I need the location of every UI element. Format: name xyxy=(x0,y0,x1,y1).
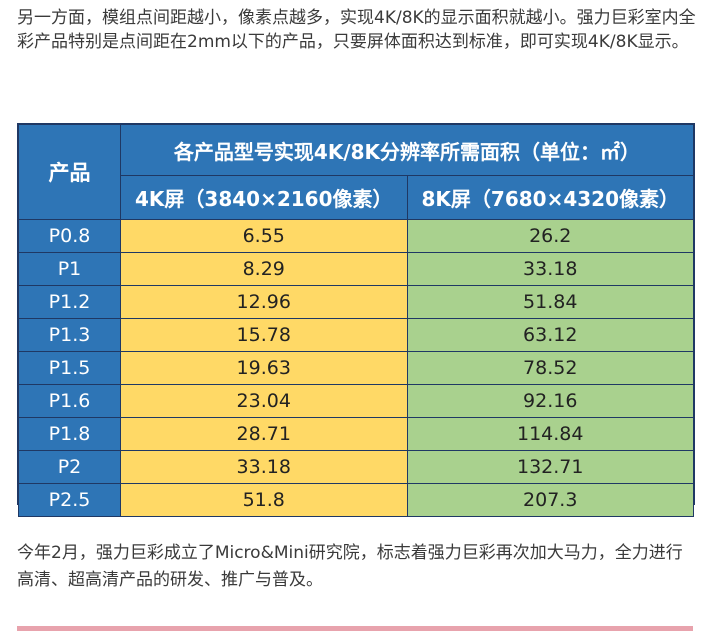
outro-paragraph: 今年2月，强力巨彩成立了Micro&Mini研究院，标志着强力巨彩再次加大马力，… xyxy=(17,543,683,590)
area-8k-cell: 26.2 xyxy=(406,219,694,253)
table-body: P0.8 6.55 26.2 P1 8.29 33.18 P1.2 12.96 51.84 P1.… xyxy=(18,219,694,517)
area-8k-cell: 92.16 xyxy=(406,384,694,418)
area-8k-cell: 33.18 xyxy=(406,252,694,286)
table-row: P1 8.29 33.18 xyxy=(18,252,694,286)
area-4k-cell: 19.63 xyxy=(120,351,408,385)
product-cell: P2.5 xyxy=(18,483,121,517)
product-cell: P1.8 xyxy=(18,417,121,451)
table-row: P1.3 15.78 63.12 xyxy=(18,318,694,352)
area-8k-cell: 63.12 xyxy=(406,318,694,352)
area-8k-cell: 114.84 xyxy=(406,417,694,451)
product-cell: P1.3 xyxy=(18,318,121,352)
area-4k-cell: 23.04 xyxy=(120,384,408,418)
table-row: P2 33.18 132.71 xyxy=(18,450,694,484)
area-4k-cell: 51.8 xyxy=(120,483,408,517)
intro-paragraph: 另一方面，模组点间距越小，像素点越多，实现4K/8K的显示面积就越小。强力巨彩室… xyxy=(17,8,696,52)
area-8k-cell: 132.71 xyxy=(406,450,694,484)
group-header: 各产品型号实现4K/8K分辨率所需面积（单位：㎡） xyxy=(120,124,694,176)
area-4k-cell: 33.18 xyxy=(120,450,408,484)
area-4k-cell: 15.78 xyxy=(120,318,408,352)
area-4k-cell: 28.71 xyxy=(120,417,408,451)
area-4k-cell: 12.96 xyxy=(120,285,408,319)
table-row: P1.2 12.96 51.84 xyxy=(18,285,694,319)
product-cell: P1 xyxy=(18,252,121,286)
product-cell: P2 xyxy=(18,450,121,484)
table-row: P1.5 19.63 78.52 xyxy=(18,351,694,385)
product-cell: P0.8 xyxy=(18,219,121,253)
col-8k-header: 8K屏（7680×4320像素） xyxy=(406,175,694,220)
product-header: 产品 xyxy=(18,124,121,220)
table-row: P1.6 23.04 92.16 xyxy=(18,384,694,418)
area-table: 产品 各产品型号实现4K/8K分辨率所需面积（单位：㎡） 4K屏（3840×21… xyxy=(17,123,695,517)
table-row: P2.5 51.8 207.3 xyxy=(18,483,694,517)
area-8k-cell: 207.3 xyxy=(406,483,694,517)
col-4k-header: 4K屏（3840×2160像素） xyxy=(120,175,408,220)
product-cell: P1.5 xyxy=(18,351,121,385)
area-4k-cell: 8.29 xyxy=(120,252,408,286)
table-row: P1.8 28.71 114.84 xyxy=(18,417,694,451)
area-4k-cell: 6.55 xyxy=(120,219,408,253)
product-cell: P1.2 xyxy=(18,285,121,319)
product-cell: P1.6 xyxy=(18,384,121,418)
area-8k-cell: 51.84 xyxy=(406,285,694,319)
table-row: P0.8 6.55 26.2 xyxy=(18,219,694,253)
bottom-decoration xyxy=(17,626,693,631)
area-8k-cell: 78.52 xyxy=(406,351,694,385)
